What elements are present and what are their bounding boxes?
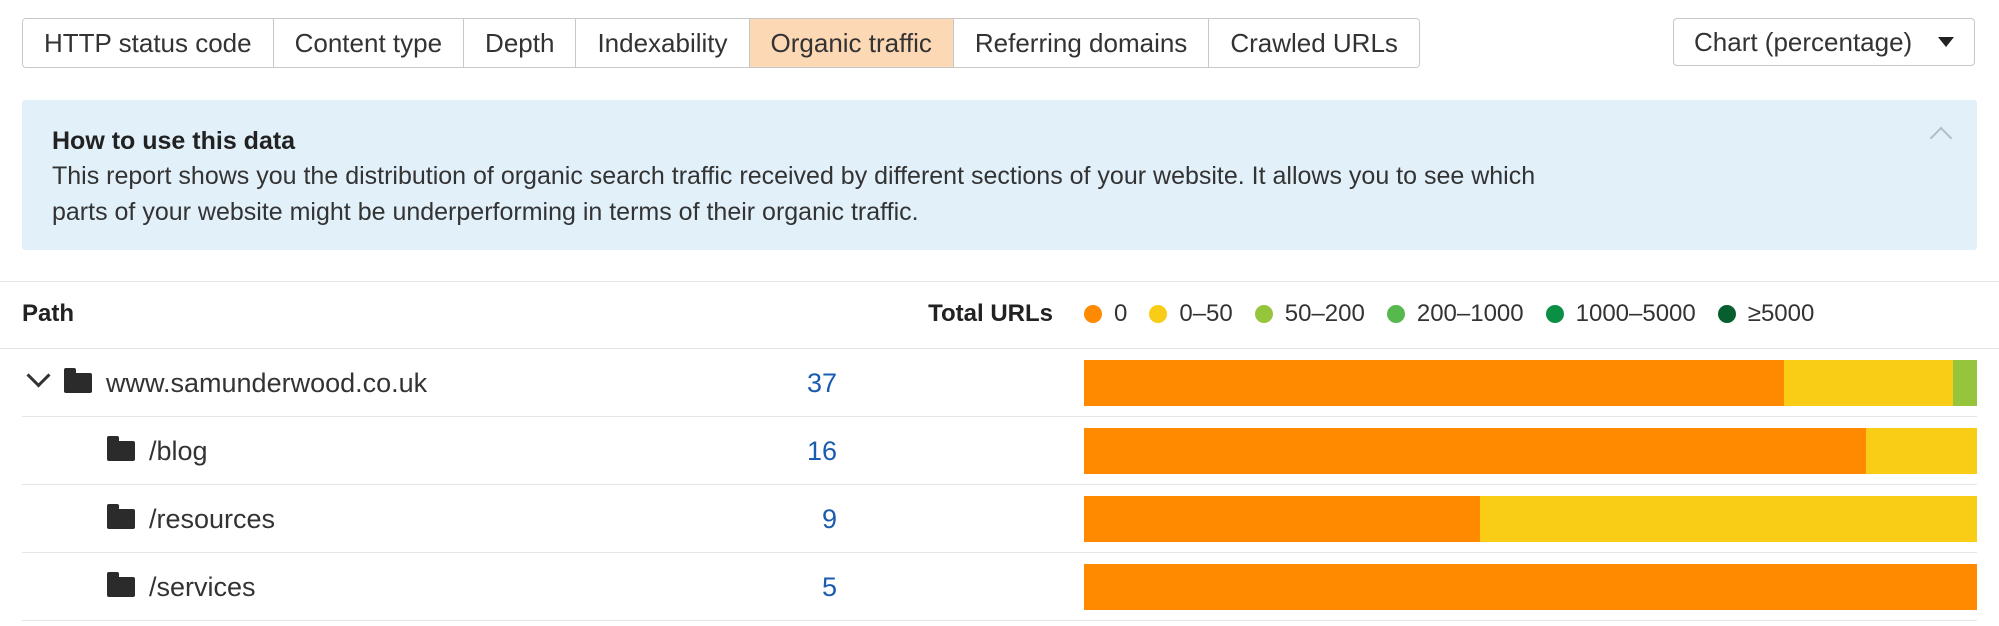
legend-dot-icon	[1386, 305, 1405, 323]
chart-view-dropdown[interactable]: Chart (percentage)	[1673, 18, 1975, 66]
total-urls-count[interactable]: 9	[821, 504, 837, 534]
legend-item[interactable]: 0–50	[1149, 300, 1233, 328]
tab-content-type[interactable]: Content type	[272, 19, 464, 67]
traffic-distribution-bar	[1084, 564, 1977, 610]
legend-item[interactable]: ≥5000	[1717, 300, 1815, 328]
column-header-path: Path	[22, 300, 75, 327]
tab-http-status-code[interactable]: HTTP status code	[23, 19, 273, 67]
bar-segment[interactable]	[1084, 496, 1481, 542]
legend-dot-icon	[1717, 305, 1736, 323]
legend-item[interactable]: 0	[1084, 300, 1127, 328]
caret-down-icon	[1938, 37, 1954, 47]
traffic-distribution-bar	[1084, 360, 1977, 406]
total-urls-count[interactable]: 5	[821, 572, 837, 602]
divider	[0, 281, 1999, 282]
legend-label: 50–200	[1284, 300, 1365, 327]
folder-icon	[107, 436, 135, 461]
path-label: /resources	[149, 504, 276, 534]
info-title: How to use this data	[52, 127, 296, 155]
table-row[interactable]: www.samunderwood.co.uk 37	[22, 349, 1977, 417]
info-panel: How to use this data This report shows y…	[22, 100, 1977, 250]
tab-depth[interactable]: Depth	[463, 19, 576, 67]
info-text-line-2: parts of your website might be underperf…	[52, 198, 919, 226]
legend-dot-icon	[1254, 305, 1273, 323]
legend-item[interactable]: 50–200	[1254, 300, 1365, 328]
tab-organic-traffic[interactable]: Organic traffic	[748, 19, 953, 67]
legend-item[interactable]: 1000–5000	[1545, 300, 1696, 328]
bar-segment[interactable]	[1084, 360, 1785, 406]
legend-label: 200–1000	[1416, 300, 1524, 327]
divider	[0, 348, 1999, 349]
legend-dot-icon	[1149, 305, 1168, 323]
path-label: /services	[149, 572, 256, 602]
legend-label: ≥5000	[1747, 300, 1815, 327]
table-row[interactable]: /resources 9	[22, 485, 1977, 553]
table-row[interactable]: /services 5	[22, 553, 1977, 621]
folder-icon	[64, 368, 92, 393]
legend-label: 0–50	[1179, 300, 1233, 327]
chevron-down-icon[interactable]	[26, 363, 51, 388]
path-label: /blog	[149, 436, 208, 466]
folder-icon	[107, 504, 135, 529]
bar-segment[interactable]	[1784, 360, 1953, 406]
table-row[interactable]: /blog 16	[22, 417, 1977, 485]
bar-segment[interactable]	[1084, 564, 1977, 610]
info-text: This report shows you the distribution o…	[52, 158, 1752, 230]
legend-label: 0	[1114, 300, 1128, 327]
legend-dot-icon	[1084, 305, 1102, 323]
tab-referring-domains[interactable]: Referring domains	[952, 19, 1209, 67]
chart-view-value: Chart (percentage)	[1694, 27, 1913, 57]
bar-segment[interactable]	[1866, 428, 1977, 474]
path-label: www.samunderwood.co.uk	[106, 368, 428, 398]
legend-label: 1000–5000	[1575, 300, 1696, 327]
traffic-legend: 0 0–50 50–200 200–1000 1000–5000 ≥5000	[1084, 300, 1836, 328]
column-header-total-urls: Total URLs	[928, 300, 1053, 327]
info-text-line-1: This report shows you the distribution o…	[52, 162, 1536, 190]
tab-indexability[interactable]: Indexability	[575, 19, 749, 67]
total-urls-count[interactable]: 37	[806, 368, 837, 398]
report-tabs: HTTP status code Content type Depth Indexab…	[22, 18, 1420, 68]
traffic-distribution-bar	[1084, 428, 1977, 474]
legend-dot-icon	[1545, 305, 1564, 323]
bar-segment[interactable]	[1480, 496, 1977, 542]
total-urls-count[interactable]: 16	[806, 436, 837, 466]
bar-segment[interactable]	[1084, 428, 1867, 474]
traffic-distribution-bar	[1084, 496, 1977, 542]
folder-icon	[107, 572, 135, 597]
bar-segment[interactable]	[1952, 360, 1977, 406]
tab-crawled-urls[interactable]: Crawled URLs	[1208, 19, 1419, 67]
legend-item[interactable]: 200–1000	[1386, 300, 1524, 328]
